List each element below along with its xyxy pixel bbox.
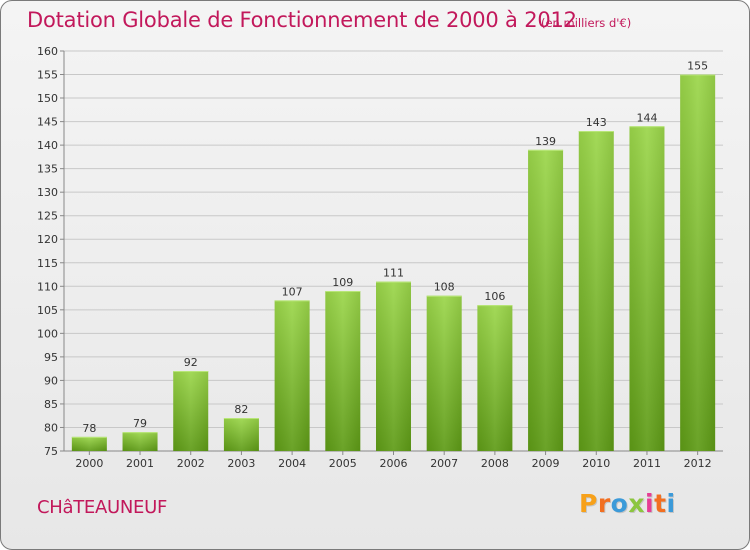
labels: 75 80 85 90 95 100 105 110 115 120 125 130 135 140 145…	[37, 45, 712, 470]
x-tick-label: 2000	[75, 457, 103, 470]
bar-shade	[223, 418, 259, 451]
x-tick-label: 2002	[177, 457, 205, 470]
x-tick-label: 2010	[582, 457, 610, 470]
x-tick-label: 2005	[329, 457, 357, 470]
value-label: 92	[184, 356, 198, 369]
value-label: 139	[535, 135, 556, 148]
y-tick-label: 85	[44, 398, 58, 411]
y-tick-label: 90	[44, 374, 58, 387]
value-label: 79	[133, 417, 147, 430]
y-tick-label: 75	[44, 445, 58, 458]
y-tick-label: 160	[37, 45, 58, 58]
x-tick-label: 2009	[532, 457, 560, 470]
y-tick-label: 145	[37, 116, 58, 129]
x-tick-label: 2012	[684, 457, 712, 470]
x-tick-label: 2011	[633, 457, 661, 470]
y-tick-label: 150	[37, 92, 58, 105]
value-label: 106	[484, 290, 505, 303]
bar-shade	[122, 432, 158, 451]
bar-shade	[426, 295, 462, 451]
bar-shade	[173, 371, 209, 451]
bar-shade	[71, 436, 107, 451]
bar-shade	[680, 74, 716, 451]
value-label: 78	[82, 422, 96, 435]
logo-letter: i	[666, 489, 676, 518]
y-tick-label: 80	[44, 421, 58, 434]
unit-note: (en milliers d'€)	[541, 16, 632, 30]
x-tick-label: 2003	[227, 457, 255, 470]
value-label: 107	[282, 285, 303, 298]
value-label: 82	[234, 403, 248, 416]
logo-letter: t	[654, 489, 667, 518]
logo-letter: r	[597, 489, 611, 518]
y-tick-label: 135	[37, 163, 58, 176]
y-tick-label: 130	[37, 186, 58, 199]
y-tick-label: 115	[37, 257, 58, 270]
logo-letter: x	[628, 489, 645, 518]
x-tick-label: 2004	[278, 457, 306, 470]
y-tick-label: 110	[37, 280, 58, 293]
y-tick-label: 105	[37, 304, 58, 317]
value-label: 108	[434, 281, 455, 294]
value-label: 155	[687, 60, 708, 73]
bar-shade	[528, 149, 564, 451]
x-tick-label: 2006	[380, 457, 408, 470]
x-tick-label: 2001	[126, 457, 154, 470]
bars	[71, 74, 716, 451]
bar-shade	[629, 126, 665, 451]
proxiti-logo[interactable]: Proxiti	[579, 489, 676, 518]
value-label: 144	[636, 111, 657, 124]
chart-title: Dotation Globale de Fonctionnement de 20…	[27, 8, 577, 32]
value-label: 111	[383, 267, 404, 280]
bar-shade	[325, 291, 361, 451]
bar-shade	[477, 305, 513, 451]
commune-name: CHâTEAUNEUF	[37, 497, 168, 518]
y-tick-label: 120	[37, 233, 58, 246]
bar-shade	[376, 281, 411, 451]
y-tick-label: 125	[37, 210, 58, 223]
y-tick-label: 155	[37, 69, 58, 82]
logo-letter: i	[645, 489, 655, 518]
bar-shade	[578, 131, 614, 451]
logo-letter: o	[610, 489, 629, 518]
logo-letter: P	[579, 489, 598, 518]
y-tick-label: 140	[37, 139, 58, 152]
x-tick-label: 2008	[481, 457, 509, 470]
y-tick-label: 95	[44, 351, 58, 364]
y-tick-label: 100	[37, 327, 58, 340]
value-label: 143	[586, 116, 607, 129]
value-label: 109	[332, 276, 353, 289]
bar-shade	[274, 300, 310, 451]
x-tick-label: 2007	[430, 457, 458, 470]
